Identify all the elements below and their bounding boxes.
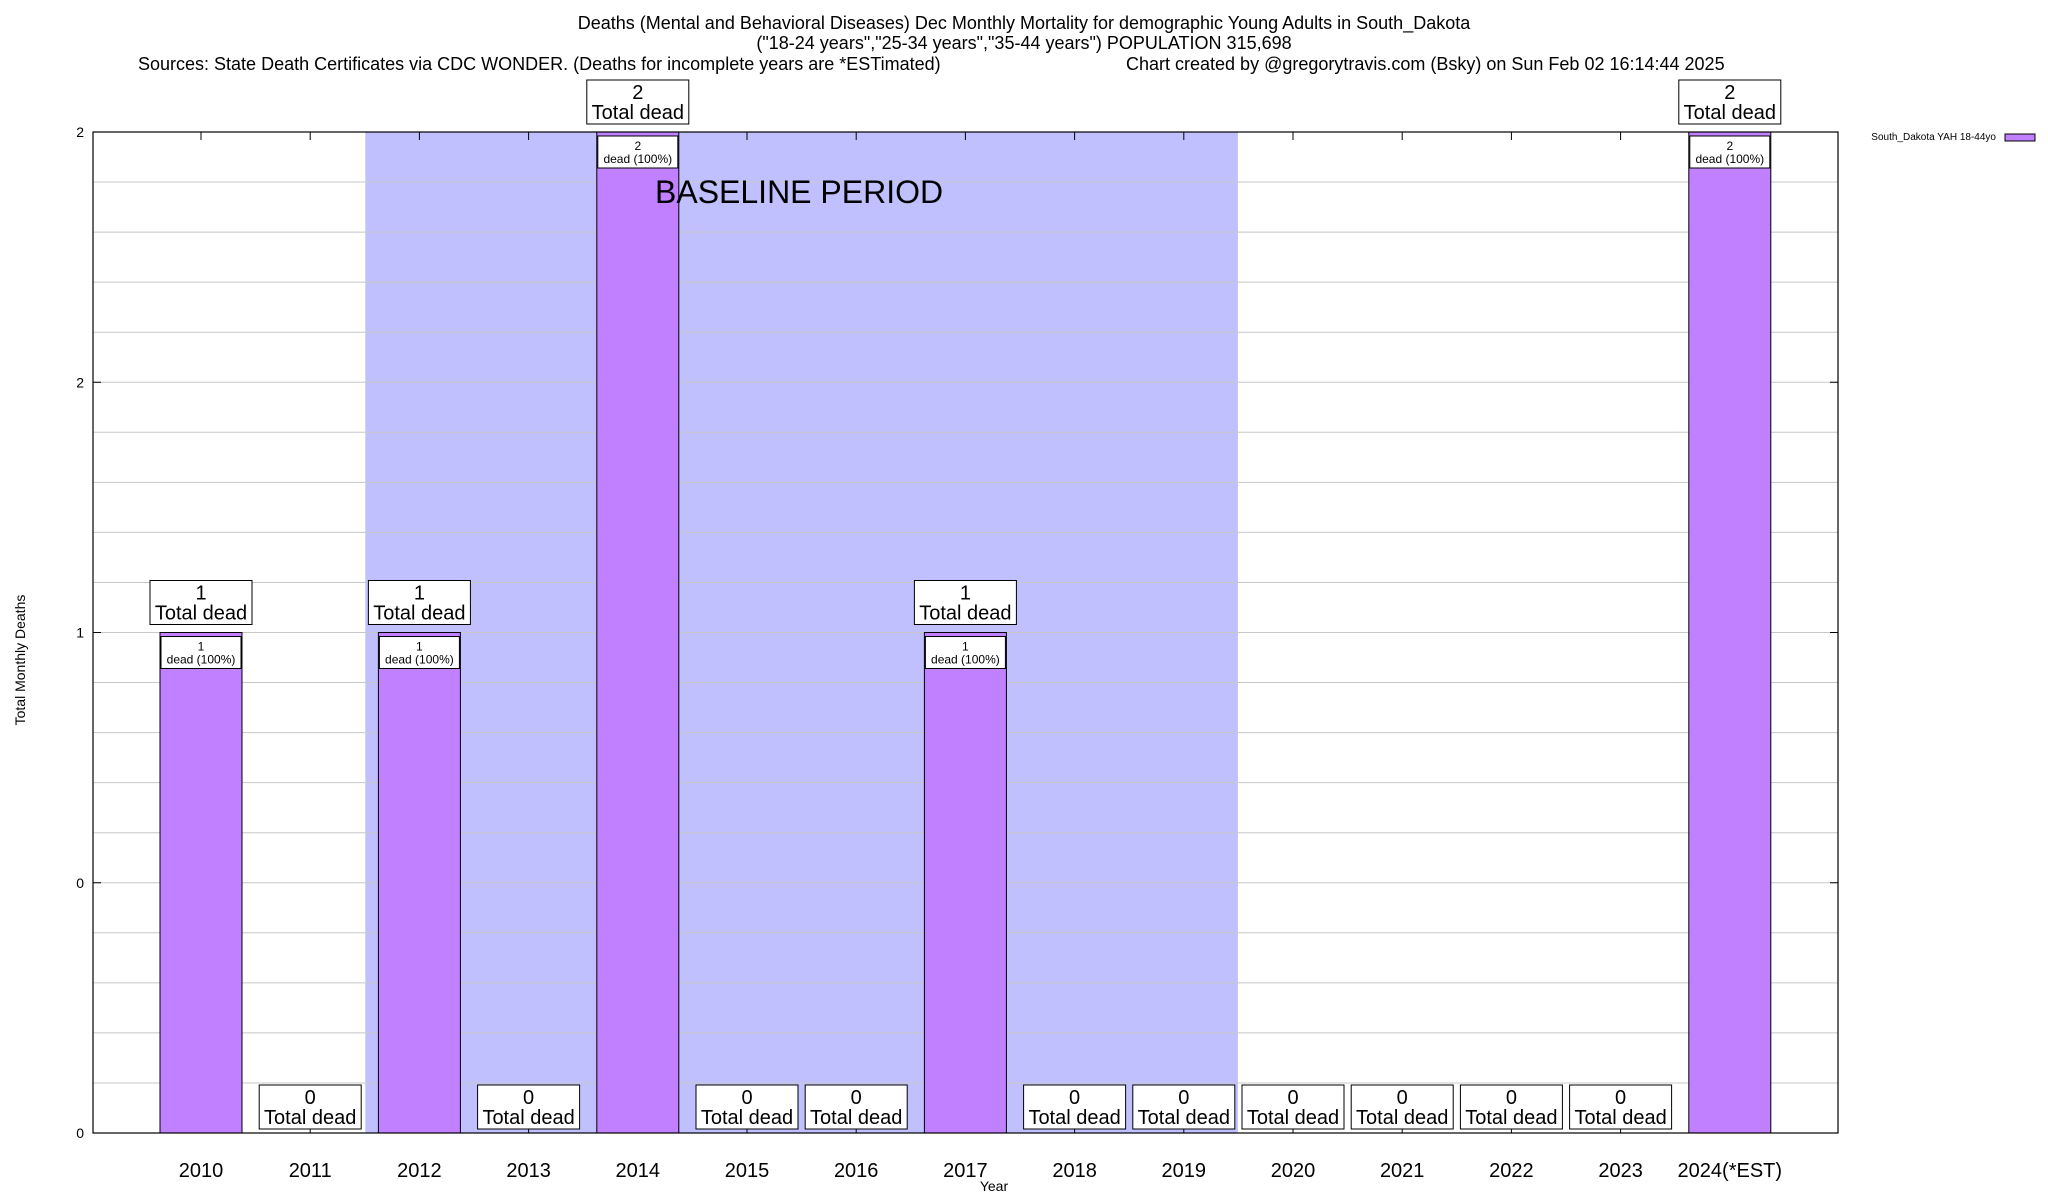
- bar-inner-label-box: [160, 636, 242, 669]
- total-label-box: [149, 580, 253, 625]
- total-count: 0: [1069, 1087, 1080, 1109]
- total-label-box: [477, 1084, 581, 1130]
- total-label: Total dead: [919, 603, 1011, 625]
- plot-border: [92, 131, 1839, 1134]
- x-tick-label: 2014: [616, 1160, 661, 1182]
- total-count: 0: [1506, 1087, 1517, 1109]
- total-count: 1: [195, 583, 206, 605]
- total-label-box: [1459, 1084, 1563, 1130]
- total-label: Total dead: [1465, 1107, 1557, 1129]
- chart-subtitle: ("18-24 years","25-34 years","35-44 year…: [756, 33, 1292, 53]
- total-label: Total dead: [373, 603, 465, 625]
- bar-inner-label-box: [378, 636, 460, 669]
- x-tick-label: 2018: [1052, 1160, 1097, 1182]
- total-count: 0: [305, 1087, 316, 1109]
- total-count: 0: [1397, 1087, 1408, 1109]
- bar-inner-count: 1: [416, 640, 423, 654]
- total-label-box: [586, 79, 690, 125]
- total-label-box: [804, 1084, 908, 1130]
- total-label: Total dead: [1356, 1107, 1448, 1129]
- total-label-box: [1569, 1084, 1673, 1130]
- chart-sources: Sources: State Death Certificates via CD…: [138, 54, 941, 74]
- bar-inner-label: dead (100%): [931, 653, 1000, 667]
- total-label-box: [1132, 1084, 1236, 1130]
- total-label: Total dead: [592, 102, 684, 124]
- total-label-box: [1023, 1084, 1127, 1130]
- total-label-box: [913, 580, 1017, 625]
- total-count: 2: [1724, 82, 1735, 104]
- bar: [923, 632, 1007, 1134]
- x-tick-label: 2022: [1489, 1160, 1534, 1182]
- total-label-box: [367, 580, 471, 625]
- x-axis-label: Year: [979, 1178, 1009, 1194]
- total-count: 0: [1287, 1087, 1298, 1109]
- total-count: 0: [1178, 1087, 1189, 1109]
- y-tick-label: 2: [76, 374, 84, 390]
- x-tick-label: 2017: [943, 1160, 988, 1182]
- bar-inner-label-box: [924, 636, 1006, 669]
- total-label-box: [1241, 1084, 1345, 1130]
- total-label-box: [258, 1084, 362, 1130]
- bar-inner-count: 2: [634, 139, 641, 153]
- bar: [377, 632, 461, 1134]
- total-label-box: [695, 1084, 799, 1130]
- total-count: 0: [1615, 1087, 1626, 1109]
- bar: [159, 632, 243, 1134]
- x-tick-label: 2011: [289, 1160, 332, 1182]
- x-tick-label: 2015: [725, 1160, 770, 1182]
- bar-inner-label: dead (100%): [1695, 152, 1764, 166]
- total-label: Total dead: [1247, 1107, 1339, 1129]
- total-count: 0: [741, 1087, 752, 1109]
- total-label-box: [1350, 1084, 1454, 1130]
- bar-inner-count: 2: [1726, 139, 1733, 153]
- bar-inner-label-box: [597, 135, 679, 169]
- chart-credit: Chart created by @gregorytravis.com (Bsk…: [1126, 54, 1725, 74]
- bar: [596, 131, 680, 1134]
- x-tick-label: 2020: [1271, 1160, 1316, 1182]
- bar-inner-label: dead (100%): [167, 653, 236, 667]
- total-label: Total dead: [1028, 1107, 1120, 1129]
- y-tick-label: 2: [76, 124, 84, 140]
- total-count: 1: [414, 583, 425, 605]
- bar-inner-label: dead (100%): [385, 653, 454, 667]
- total-label: Total dead: [1684, 102, 1776, 124]
- x-tick-label: 2023: [1598, 1160, 1643, 1182]
- total-label: Total dead: [264, 1107, 356, 1129]
- y-tick-label: 1: [76, 625, 84, 641]
- y-tick-label: 0: [76, 875, 84, 891]
- total-label: Total dead: [1138, 1107, 1230, 1129]
- x-tick-label: 2010: [179, 1160, 224, 1182]
- total-label: Total dead: [810, 1107, 902, 1129]
- x-tick-label: 2012: [397, 1160, 442, 1182]
- bar-inner-count: 1: [962, 640, 969, 654]
- total-count: 2: [632, 82, 643, 104]
- total-label: Total dead: [1574, 1107, 1666, 1129]
- total-count: 0: [523, 1087, 534, 1109]
- bar-inner-label: dead (100%): [603, 152, 672, 166]
- total-label-box: [1678, 79, 1782, 125]
- total-label: Total dead: [482, 1107, 574, 1129]
- total-label: Total dead: [701, 1107, 793, 1129]
- legend-label: South_Dakota YAH 18-44yo: [1871, 132, 1996, 143]
- x-tick-label: 2019: [1162, 1160, 1207, 1182]
- total-label: Total dead: [155, 603, 247, 625]
- chart-title: Deaths (Mental and Behavioral Diseases) …: [577, 13, 1471, 33]
- total-count: 0: [851, 1087, 862, 1109]
- x-tick-label: 2016: [834, 1160, 879, 1182]
- bar: [1688, 131, 1772, 1134]
- bar-inner-count: 1: [198, 640, 205, 654]
- x-tick-label: 2013: [506, 1160, 551, 1182]
- bar-inner-label-box: [1689, 135, 1771, 169]
- x-tick-label: 2021: [1380, 1160, 1425, 1182]
- legend-swatch: [2004, 133, 2036, 142]
- baseline-period-annotation: BASELINE PERIOD: [655, 174, 943, 210]
- total-count: 1: [960, 583, 971, 605]
- y-tick-label: 0: [76, 1125, 84, 1141]
- x-tick-label: 2024(*EST): [1678, 1160, 1783, 1182]
